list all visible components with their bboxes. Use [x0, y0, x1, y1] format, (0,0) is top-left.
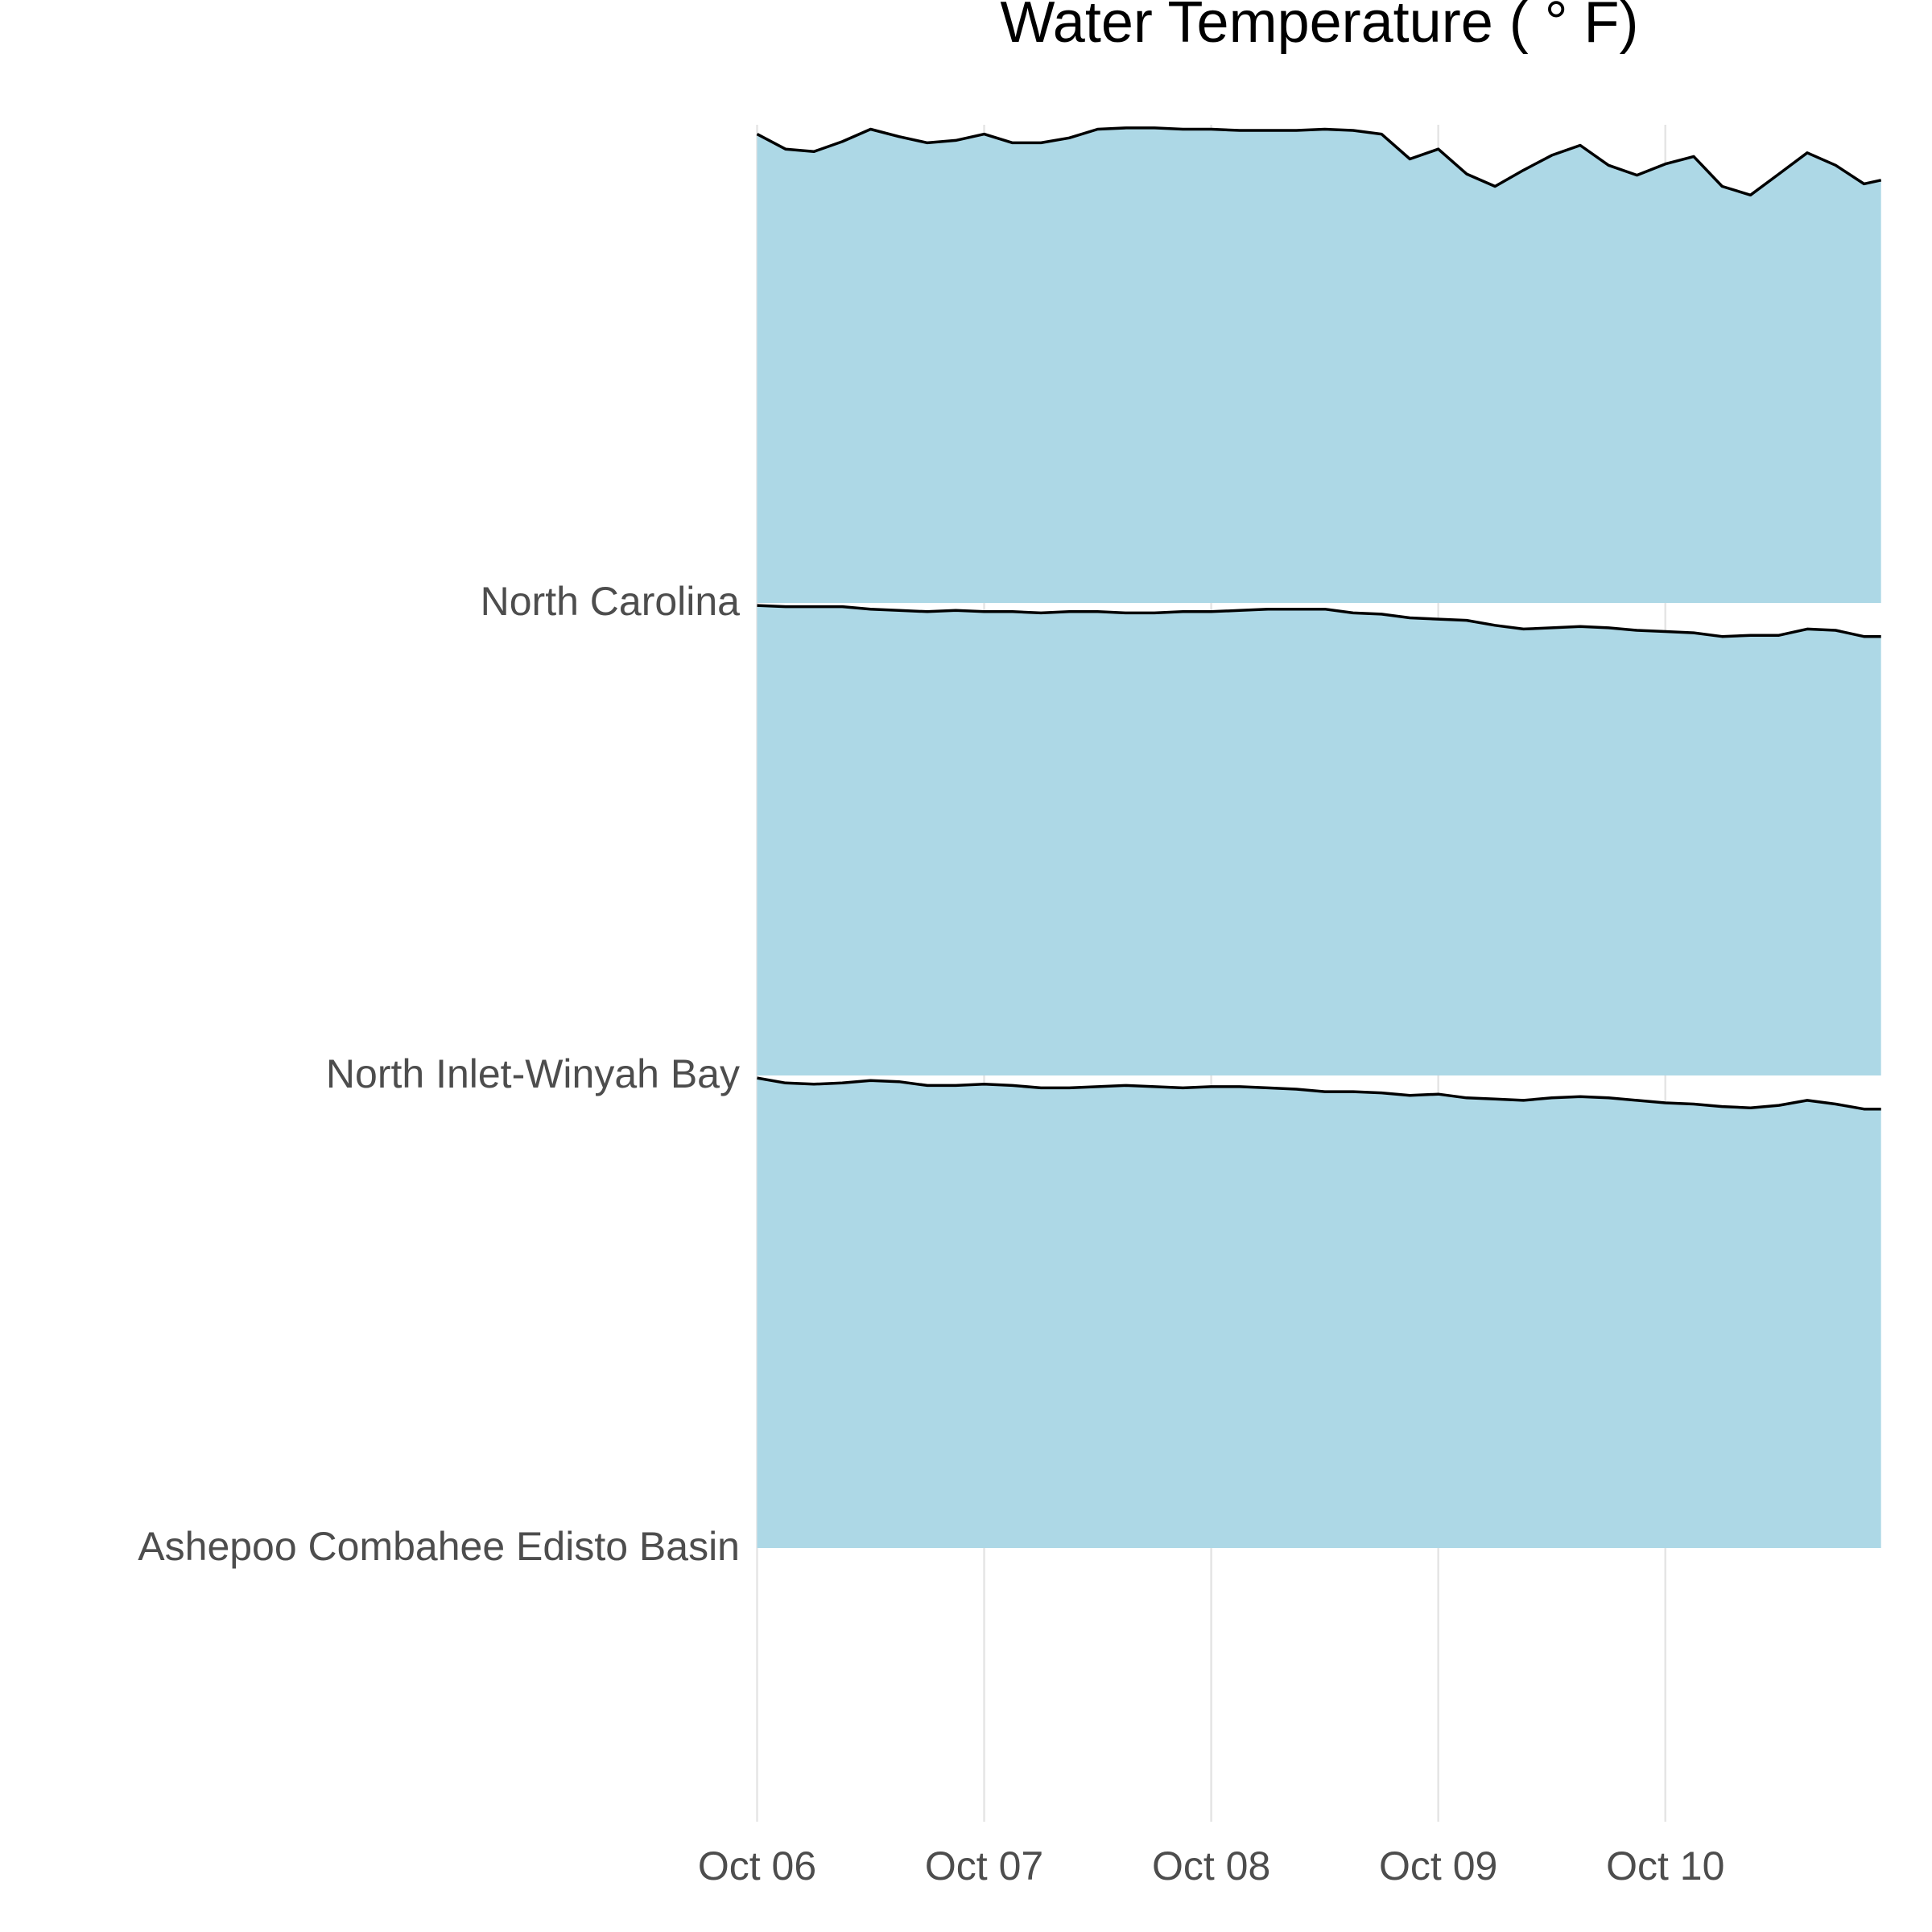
ridge-line	[756, 126, 1882, 197]
x-tick-label: Oct 08	[1152, 1843, 1270, 1889]
y-tick-label: North Carolina	[481, 579, 741, 624]
ridge-area	[757, 127, 1881, 603]
x-tick-label: Oct 10	[1606, 1843, 1724, 1889]
x-tick-label: Oct 06	[698, 1843, 816, 1889]
chart-title: Water Temperature ( ° F)	[1001, 0, 1639, 55]
ridge-line	[757, 1076, 1881, 1111]
y-tick-label: North Inlet-Winyah Bay	[326, 1051, 740, 1096]
ridge-area	[757, 1078, 1881, 1548]
y-tick-label: Ashepoo Combahee Edisto Basin	[138, 1524, 740, 1569]
x-tick-label: Oct 09	[1379, 1843, 1497, 1889]
x-tick-label: Oct 07	[925, 1843, 1043, 1889]
ridge-area	[757, 605, 1881, 1075]
ridge-line	[757, 604, 1881, 638]
